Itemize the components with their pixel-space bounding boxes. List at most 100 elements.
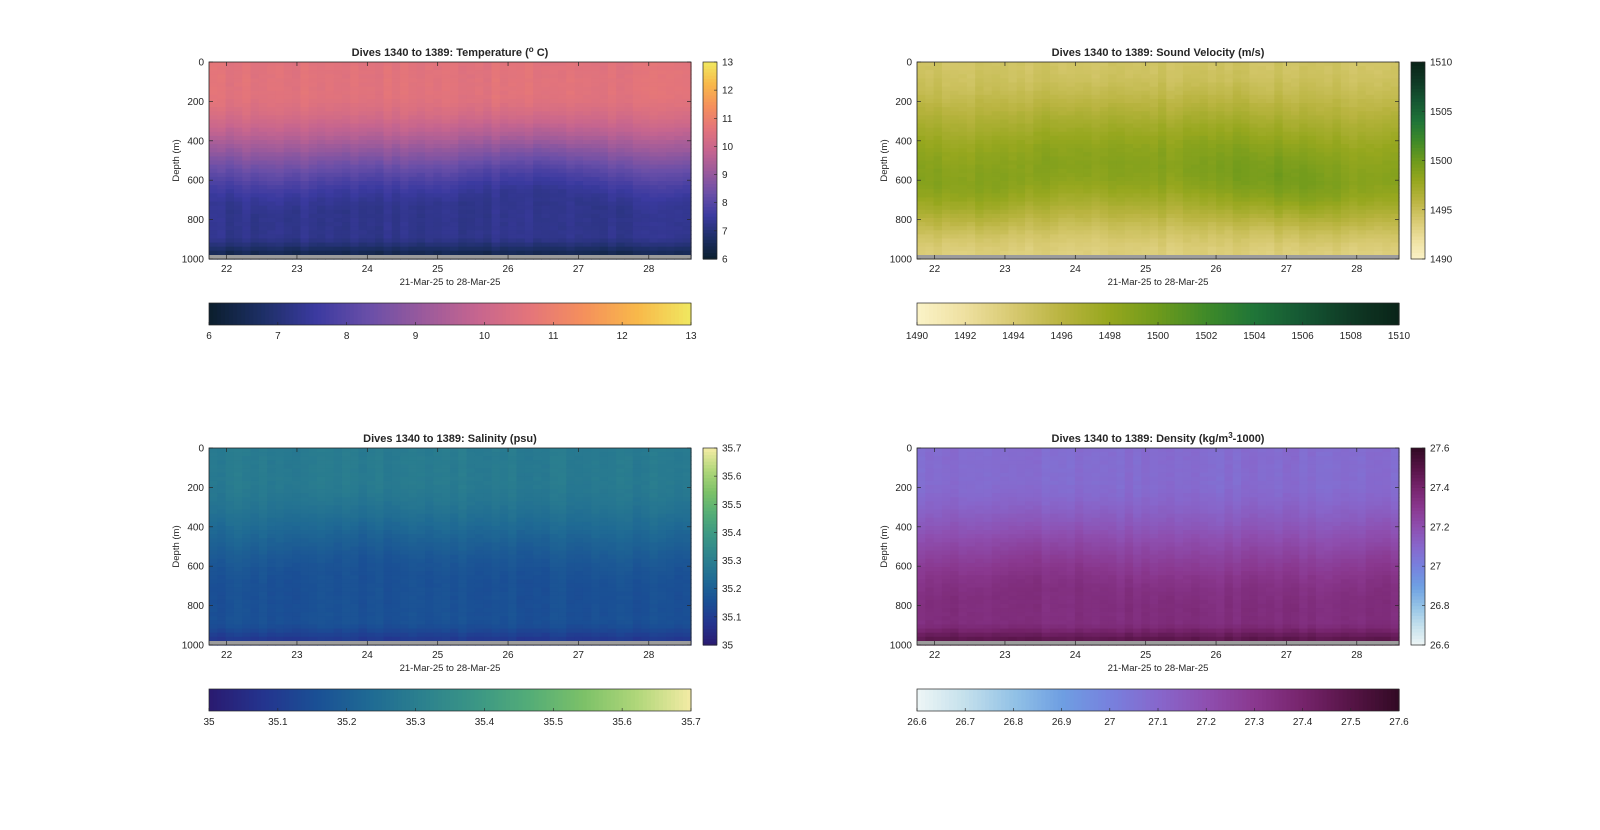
heatmap-cell xyxy=(1224,123,1234,129)
heatmap-cell xyxy=(1241,250,1251,256)
heatmap-cell xyxy=(1008,176,1018,182)
heatmap-cell xyxy=(1108,234,1118,240)
heatmap-cell xyxy=(225,160,235,166)
heatmap-cell xyxy=(341,234,351,240)
heatmap-cell xyxy=(458,139,468,145)
heatmap-cell xyxy=(1166,242,1176,248)
heatmap-cell xyxy=(450,164,459,170)
heatmap-cell xyxy=(1191,250,1201,256)
heatmap-cell xyxy=(925,86,935,92)
heatmap-cell xyxy=(267,164,277,170)
heatmap-cell xyxy=(258,111,268,116)
heatmap-cell xyxy=(1025,78,1034,84)
heatmap-cell xyxy=(1000,152,1010,157)
heatmap-cell xyxy=(533,164,543,170)
heatmap-cell xyxy=(1058,213,1068,219)
heatmap-cell xyxy=(416,107,426,112)
heatmap-cell xyxy=(483,98,493,104)
heatmap-cell xyxy=(358,197,368,203)
heatmap-cell xyxy=(1174,135,1184,141)
heatmap-cell xyxy=(283,230,293,235)
heatmap-cell xyxy=(925,127,935,133)
heatmap-cell xyxy=(491,222,501,227)
heatmap-cell xyxy=(1116,135,1126,141)
heatmap-cell xyxy=(350,107,360,112)
heatmap-cell xyxy=(1182,131,1192,137)
heatmap-cell xyxy=(657,62,667,67)
heatmap-cell xyxy=(508,82,518,88)
heatmap-cell xyxy=(574,90,584,96)
heatmap-cell xyxy=(508,148,518,153)
heatmap-cell xyxy=(591,139,601,145)
heatmap-cell xyxy=(225,123,235,129)
heatmap-cell xyxy=(991,90,1001,96)
heatmap-cell xyxy=(250,197,260,203)
heatmap-cell xyxy=(1000,230,1010,235)
heatmap-cell xyxy=(616,135,626,141)
heatmap-cell xyxy=(925,139,935,145)
heatmap-cell xyxy=(433,152,443,157)
heatmap-cell xyxy=(1124,213,1134,219)
heatmap-cell xyxy=(209,144,218,149)
heatmap-cell xyxy=(1000,123,1010,129)
heatmap-cell xyxy=(1174,246,1184,252)
heatmap-cell xyxy=(1016,144,1026,149)
heatmap-cell xyxy=(416,144,426,149)
heatmap-cell xyxy=(283,148,293,153)
heatmap-cell xyxy=(1116,185,1126,190)
heatmap-cell xyxy=(341,176,351,182)
heatmap-cell xyxy=(649,189,659,194)
heatmap-cell xyxy=(991,74,1001,80)
heatmap-cell xyxy=(292,123,302,129)
heatmap-cell xyxy=(225,205,235,211)
heatmap-cell xyxy=(917,111,926,116)
heatmap-cell xyxy=(375,238,385,244)
heatmap-cell xyxy=(566,226,576,231)
heatmap-cell xyxy=(425,197,434,203)
heatmap-cell xyxy=(966,131,976,137)
hbar-segment xyxy=(542,303,547,325)
heatmap-cell xyxy=(508,135,518,141)
heatmap-cell xyxy=(975,156,985,162)
heatmap-cell xyxy=(958,250,968,256)
heatmap-cell xyxy=(466,139,476,145)
heatmap-cell xyxy=(549,197,559,203)
heatmap-cell xyxy=(300,152,310,157)
heatmap-cell xyxy=(233,66,243,71)
heatmap-cell xyxy=(1224,201,1234,207)
heatmap-cell xyxy=(958,111,968,116)
heatmap-cell xyxy=(300,193,310,199)
heatmap-cell xyxy=(632,127,642,133)
heatmap-cell xyxy=(375,86,385,92)
heatmap-cell xyxy=(1099,156,1109,162)
colorbar-segment xyxy=(703,222,717,227)
heatmap-cell xyxy=(616,94,626,100)
heatmap-cell xyxy=(1174,189,1184,194)
heatmap-cell xyxy=(300,82,310,88)
heatmap-cell xyxy=(325,107,335,112)
heatmap-cell xyxy=(582,172,592,178)
heatmap-cell xyxy=(1008,115,1018,121)
heatmap-cell xyxy=(499,213,509,219)
heatmap-cell xyxy=(941,242,951,248)
heatmap-cell xyxy=(400,230,410,235)
heatmap-cell xyxy=(1074,94,1084,100)
heatmap-cell xyxy=(441,205,451,211)
heatmap-cell xyxy=(408,111,418,116)
heatmap-cell xyxy=(549,238,559,244)
heatmap-cell xyxy=(533,82,543,88)
heatmap-cell xyxy=(1000,66,1010,71)
heatmap-cell xyxy=(267,148,277,153)
heatmap-cell xyxy=(1116,205,1126,211)
x-tick-label: 25 xyxy=(432,264,444,275)
heatmap-cell xyxy=(1158,66,1167,71)
heatmap-cell xyxy=(674,172,684,178)
heatmap-cell xyxy=(483,94,493,100)
heatmap-cell xyxy=(375,250,385,256)
heatmap-cell xyxy=(607,115,617,121)
heatmap-cell xyxy=(632,242,642,248)
heatmap-cell xyxy=(1099,164,1109,170)
heatmap-cell xyxy=(666,181,675,186)
heatmap-cell xyxy=(566,90,576,96)
hbar-segment xyxy=(574,303,580,325)
